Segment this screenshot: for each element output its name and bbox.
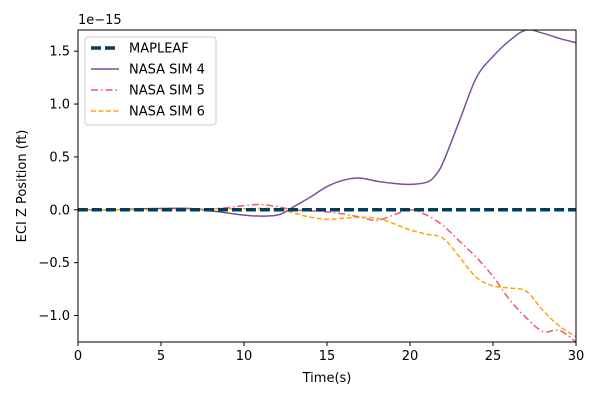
- series-line-nasa-sim-6: [78, 207, 576, 338]
- legend-label: NASA SIM 6: [129, 105, 205, 120]
- y-tick-label: −0.5: [38, 256, 70, 271]
- y-tick-label: 0.5: [49, 150, 70, 165]
- legend-frame: [84, 36, 217, 126]
- x-tick-label: 5: [157, 349, 165, 364]
- x-tick-label: 20: [402, 349, 419, 364]
- x-tick-label: 10: [236, 349, 253, 364]
- tick-layer: 0 5 10 15 20 25 30 −1.0 −0.5 0.0 0.5 1.0 1.5: [38, 45, 584, 364]
- legend-entries: MAPLEAF NASA SIM 4 NASA SIM 5 NASA SIM 6: [91, 42, 205, 120]
- series-line-nasa-sim-5: [78, 203, 576, 342]
- y-tick-label: 0.0: [49, 203, 70, 218]
- x-axis-label: Time(s): [302, 371, 352, 386]
- legend: MAPLEAF NASA SIM 4 NASA SIM 5 NASA SIM 6: [84, 36, 217, 126]
- scale-label: 1e−15: [78, 13, 122, 28]
- y-tick-label: −1.0: [38, 309, 70, 324]
- x-tick-label: 25: [485, 349, 502, 364]
- y-tick-label: 1.0: [49, 98, 70, 113]
- legend-label: NASA SIM 5: [129, 84, 205, 99]
- y-axis-label: ECI Z Position (ft): [15, 130, 30, 243]
- x-tick-label: 30: [568, 349, 585, 364]
- x-tick-label: 15: [319, 349, 336, 364]
- y-tick-label: 1.5: [49, 45, 70, 60]
- x-tick-label: 0: [74, 349, 82, 364]
- legend-label: MAPLEAF: [129, 42, 189, 57]
- legend-label: NASA SIM 4: [129, 63, 205, 78]
- series-layer: [78, 30, 576, 342]
